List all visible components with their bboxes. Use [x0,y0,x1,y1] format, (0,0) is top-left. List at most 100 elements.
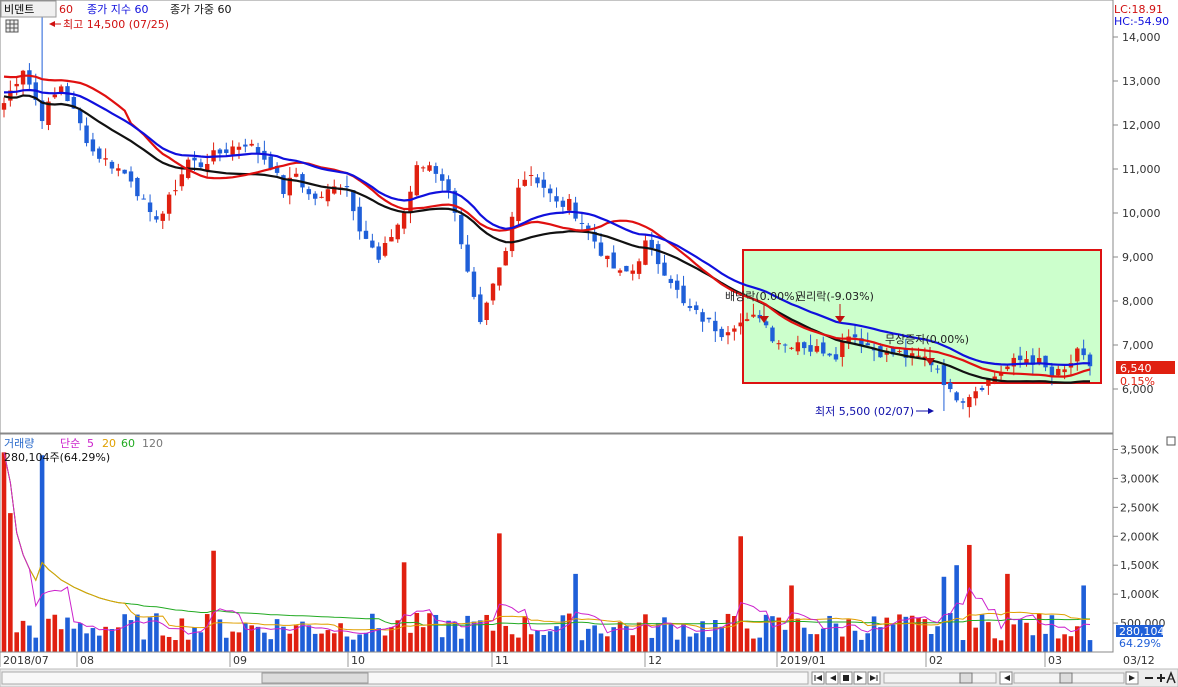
candle-body [414,165,420,196]
candle-body [617,270,623,273]
volume-bar [458,638,464,652]
nav-stop-button[interactable] [839,671,853,685]
volume-bar [782,629,788,652]
volume-bar [446,620,451,652]
candle-body [719,328,724,338]
volume-bar [249,625,254,652]
zoom-in-icon[interactable] [1157,674,1165,682]
candle-body [376,246,381,260]
candle-body [878,346,883,358]
table-icon[interactable] [5,19,19,33]
scroll-right-button[interactable] [1125,671,1139,685]
candle-body [370,240,375,248]
volume-bar [135,614,140,652]
ticker-box[interactable] [0,0,57,18]
candle-body [249,143,254,146]
nav-next-button[interactable] [853,671,867,685]
candle-body [1056,368,1061,376]
candle-body [14,83,19,87]
volume-bar [744,628,750,652]
volume-bar [255,626,261,652]
volume-bar [395,620,401,652]
candle-body [833,354,839,360]
zoom-thumb[interactable] [959,672,973,684]
volume-bar [52,614,58,652]
candle-body [655,244,661,265]
volume-ma-label: 단순 [60,437,80,450]
candle-body [998,372,1004,376]
candle-body [795,342,801,352]
volume-bar [801,627,807,652]
volume-bar [763,614,769,652]
candle-body [109,161,115,169]
volume-bar [719,626,724,652]
volume-bar [922,619,928,652]
candle-body [782,344,788,346]
volume-bar [725,613,731,652]
volume-bar [992,638,998,652]
candle-body [306,189,312,195]
candle-body [763,321,769,326]
candle-body [332,186,337,194]
candle-body [840,341,845,357]
scrollbar-thumb[interactable] [261,672,369,684]
candle-body [173,190,178,192]
volume-bar [636,622,642,652]
volume-bar [363,632,369,652]
volume-bar [58,629,64,652]
period-thumb[interactable] [1059,672,1073,684]
zoom-track[interactable] [883,672,997,684]
candle-body [484,302,489,321]
volume-last-tag [1116,625,1163,637]
candle-body [973,391,978,399]
candle-body [789,347,794,349]
volume-bar [1017,619,1023,652]
candle-body [255,147,261,154]
candle-body [1030,355,1036,365]
volume-bar [223,637,229,652]
volume-bar [128,620,134,652]
candle-body [97,148,102,159]
candle-body [281,175,286,194]
candle-body [147,202,153,213]
volume-bar [643,614,648,652]
candle-body [217,149,223,154]
candle-body [135,177,140,197]
candle-body [706,317,712,320]
nav-first-button[interactable] [811,671,825,685]
scrollbar-track[interactable] [1,671,809,685]
maximize-icon[interactable] [1166,436,1176,446]
candle-body [694,305,699,310]
volume-bar [681,623,686,652]
candle-body [960,401,966,403]
candle-body [1017,355,1023,361]
candle-body [738,322,743,327]
candle-body [154,216,159,220]
candle-body [541,179,547,188]
moving-averages [3,74,1091,384]
volume-bar [871,616,877,652]
volume-bar [693,633,699,652]
candle-body [560,200,566,207]
candle-body [954,392,959,401]
price-tick-label: 13,000 [1122,75,1161,88]
volume-bar [935,626,940,652]
volume-ma-5: 5 [87,437,94,450]
candle-body [1081,348,1086,356]
high-annotation: 최고 14,500 (07/25) [49,18,169,31]
volume-bar [706,637,712,652]
candle-body [808,345,813,352]
letter-a-icon[interactable] [1166,670,1176,684]
volume-bar [109,629,115,652]
volume-bar [1087,640,1093,652]
candle-body [802,342,807,349]
volume-bar [281,626,286,652]
candle-body [579,222,585,224]
scroll-left-button[interactable] [999,671,1013,685]
nav-last-button[interactable] [867,671,881,685]
candle-body [58,86,64,94]
nav-prev-button[interactable] [825,671,839,685]
volume-bar [274,619,280,652]
volume-bar [1068,636,1074,652]
